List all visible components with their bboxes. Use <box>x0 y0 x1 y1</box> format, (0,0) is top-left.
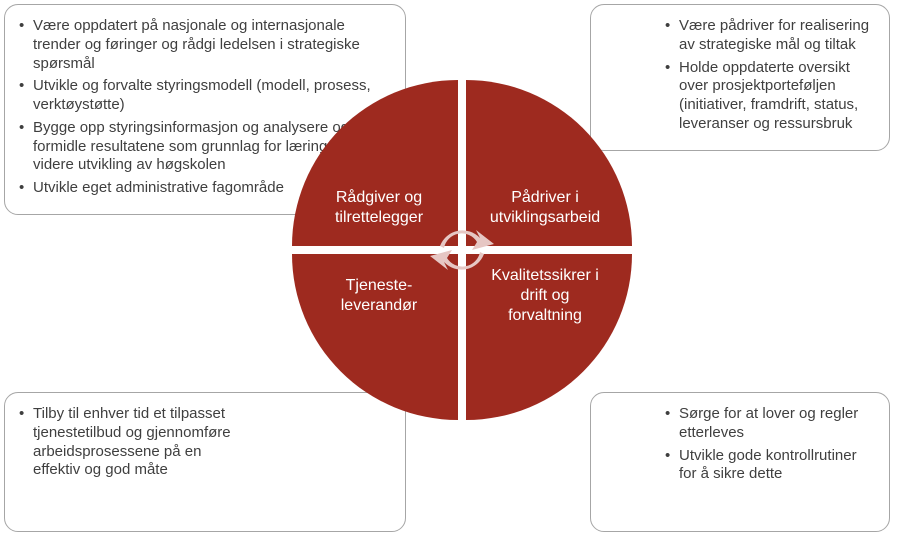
list-item: Tilby til enhver tid et tilpasset tjenes… <box>19 405 249 480</box>
box-top-right: Være pådriver for realisering av strateg… <box>590 4 890 151</box>
list-item: Utvikle gode kontrollrutiner for å sikre… <box>665 447 875 485</box>
center-circle: Rådgiver og tilrettelegger Pådriver i ut… <box>292 80 632 420</box>
diagram-root: Være oppdatert på nasjonale og internasj… <box>0 0 897 541</box>
box-bottom-right: Sørge for at lover og regler etterleves … <box>590 392 890 532</box>
box-bottom-left-list: Tilby til enhver tid et tilpasset tjenes… <box>19 405 249 480</box>
list-item: Være oppdatert på nasjonale og internasj… <box>19 17 391 73</box>
list-item: Være pådriver for realisering av strateg… <box>665 17 875 55</box>
list-item: Sørge for at lover og regler etterleves <box>665 405 875 443</box>
cycle-arrows-icon <box>422 210 502 290</box>
box-bottom-right-list: Sørge for at lover og regler etterleves … <box>605 405 875 484</box>
box-top-right-list: Være pådriver for realisering av strateg… <box>605 17 875 134</box>
list-item: Holde oppdaterte oversikt over prosjektp… <box>665 59 875 134</box>
